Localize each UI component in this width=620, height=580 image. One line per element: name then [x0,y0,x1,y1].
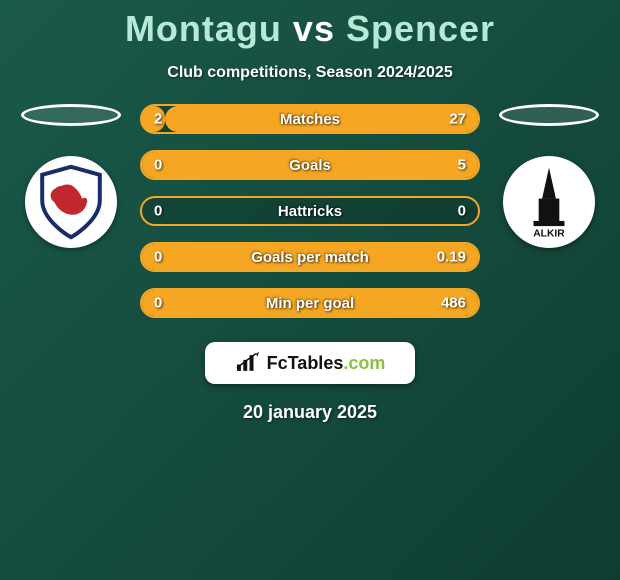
stat-bar-matches: 2 Matches 27 [140,104,480,134]
subtitle: Club competitions, Season 2024/2025 [0,64,620,82]
main-compare: 2 Matches 27 0 Goals 5 0 Hattricks 0 0 Goals per m… [0,104,620,318]
stat-value-right: 486 [441,295,466,312]
player2-name: Spencer [346,8,495,49]
steeple-icon: ALKIR [506,159,592,245]
brand-text: FcTables.com [267,353,386,374]
stat-label: Goals per match [251,249,369,266]
left-ellipse [21,104,121,126]
right-side: ALKIR [494,104,604,248]
date-text: 20 january 2025 [0,402,620,423]
bar-chart-icon [235,352,261,374]
shield-icon [31,162,111,242]
left-side [16,104,126,248]
stat-value-right: 0 [458,203,466,220]
stat-bar-hattricks: 0 Hattricks 0 [140,196,480,226]
stat-label: Matches [280,111,340,128]
page-root: Montagu vs Spencer Club competitions, Se… [0,0,620,423]
brand-tld: .com [343,353,385,373]
page-title: Montagu vs Spencer [0,8,620,50]
stat-bar-goals: 0 Goals 5 [140,150,480,180]
stat-value-right: 0.19 [437,249,466,266]
stat-value-left: 0 [154,249,162,266]
brand-badge[interactable]: FcTables.com [205,342,415,384]
stat-bars: 2 Matches 27 0 Goals 5 0 Hattricks 0 0 Goals per m… [140,104,480,318]
right-ellipse [499,104,599,126]
brand-name: FcTables [267,353,344,373]
stat-value-right: 27 [449,111,466,128]
club-crest-right: ALKIR [503,156,595,248]
club-crest-left [25,156,117,248]
stat-value-left: 0 [154,203,162,220]
stat-label: Goals [289,157,331,174]
stat-value-right: 5 [458,157,466,174]
stat-label: Min per goal [266,295,354,312]
stat-value-left: 0 [154,295,162,312]
title-vs: vs [293,8,335,49]
stat-value-left: 2 [154,111,162,128]
stat-label: Hattricks [278,203,342,220]
player1-name: Montagu [125,8,282,49]
stat-bar-min-per-goal: 0 Min per goal 486 [140,288,480,318]
stat-value-left: 0 [154,157,162,174]
crest-right-text: ALKIR [533,228,565,239]
stat-bar-goals-per-match: 0 Goals per match 0.19 [140,242,480,272]
